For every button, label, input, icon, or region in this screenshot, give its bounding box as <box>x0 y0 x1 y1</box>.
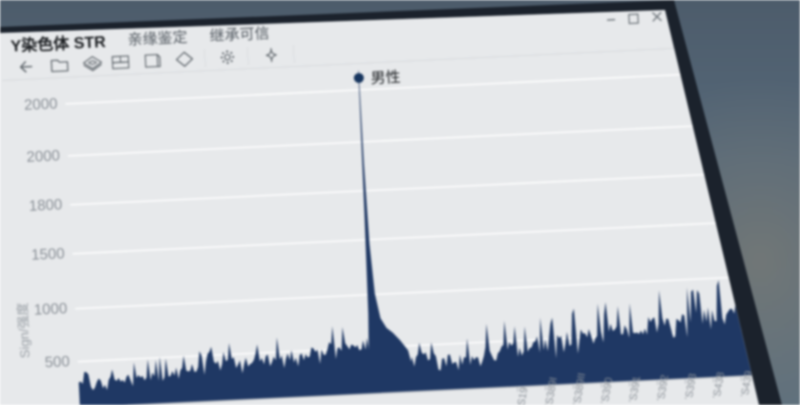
svg-text:1000: 1000 <box>33 300 67 319</box>
svg-text:1500: 1500 <box>31 245 65 264</box>
svg-text:Sign/强度: Sign/强度 <box>15 302 33 358</box>
svg-text:1800: 1800 <box>29 196 63 215</box>
svg-text:2000: 2000 <box>24 95 58 114</box>
svg-text:YSTR: YSTR <box>793 378 800 405</box>
svg-text:2000: 2000 <box>26 147 60 166</box>
svg-text:500: 500 <box>44 353 70 371</box>
svg-text:男性: 男性 <box>370 69 401 87</box>
svg-text:DYS19: DYS19 <box>513 386 530 405</box>
